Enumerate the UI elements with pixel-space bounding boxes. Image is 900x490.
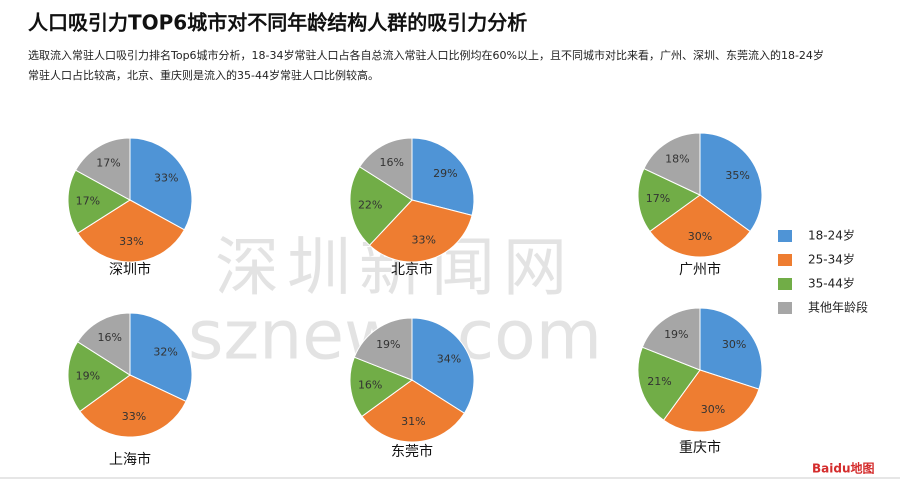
- pie-slice: [67, 341, 131, 413]
- slice-label: 21%: [647, 375, 671, 388]
- pie-slice: [649, 194, 751, 258]
- slice-label: 33%: [119, 235, 143, 248]
- pie-slice: [129, 312, 193, 403]
- slice-label: 16%: [379, 156, 403, 169]
- slice-label: 33%: [122, 410, 146, 423]
- pie-slice: [641, 307, 701, 371]
- legend-label: 35-44岁: [808, 276, 855, 291]
- pie-title: 上海市: [109, 451, 151, 468]
- legend-label: 其他年龄段: [808, 300, 868, 315]
- slice-label: 17%: [646, 192, 670, 205]
- slice-label: 22%: [358, 198, 382, 211]
- slice-label: 33%: [154, 172, 178, 185]
- slice-label: 30%: [701, 403, 725, 416]
- description-line: 选取流入常驻人口吸引力排名Top6城市分析，18-34岁常驻人口占各自总流入常驻…: [28, 48, 824, 62]
- pie-slice: [79, 374, 187, 438]
- pie-title: 深圳市: [109, 261, 151, 278]
- pie-slice: [76, 199, 186, 263]
- slice-label: 16%: [358, 378, 382, 391]
- slice-label: 19%: [376, 338, 400, 351]
- pie-slice: [411, 137, 475, 217]
- slice-label: 29%: [433, 167, 457, 180]
- legend-swatch: [778, 230, 792, 242]
- slice-label: 33%: [412, 233, 436, 246]
- legend-label: 18-24岁: [808, 228, 855, 243]
- pie-title: 东莞市: [391, 443, 433, 460]
- description-line: 常驻人口占比较高，北京、重庆则是流入的35-44岁常驻人口比例较高。: [28, 68, 379, 82]
- pie-slice: [699, 307, 763, 390]
- pie-slice: [637, 346, 701, 421]
- slice-label: 19%: [664, 328, 688, 341]
- pie-slice: [76, 312, 131, 376]
- pie-slice: [353, 317, 413, 381]
- pie-title: 广州市: [679, 261, 721, 278]
- logo: Baidu地图: [812, 461, 875, 476]
- pie-title: 北京市: [391, 261, 433, 278]
- slide-title: 人口吸引力TOP6城市对不同年龄结构人群的吸引力分析: [28, 11, 527, 35]
- slice-label: 34%: [437, 353, 461, 366]
- slice-label: 17%: [76, 194, 100, 207]
- pie-slice: [699, 132, 763, 233]
- pie-slice: [129, 137, 193, 231]
- pie-slice: [637, 167, 701, 233]
- pie-slice: [368, 199, 473, 263]
- slice-label: 18%: [665, 152, 689, 165]
- legend-label: 25-34岁: [808, 252, 855, 267]
- legend-swatch: [778, 278, 792, 290]
- slice-label: 19%: [76, 369, 100, 382]
- pie-slice: [643, 132, 701, 196]
- pie-slice: [67, 169, 131, 234]
- pie-slice: [662, 369, 760, 433]
- pie-slice: [358, 137, 413, 201]
- slice-label: 30%: [722, 338, 746, 351]
- slice-label: 32%: [153, 345, 177, 358]
- slice-label: 30%: [688, 230, 712, 243]
- pie-slice: [74, 137, 131, 201]
- slice-label: 31%: [401, 415, 425, 428]
- pie-slice: [349, 356, 414, 418]
- slice-label: 16%: [97, 331, 121, 344]
- pie-title: 重庆市: [679, 439, 721, 456]
- slice-label: 17%: [96, 157, 120, 170]
- pie-slice: [361, 379, 466, 443]
- slice-label: 35%: [725, 169, 749, 182]
- legend-swatch: [778, 254, 792, 266]
- pie-slice: [349, 166, 413, 246]
- legend-swatch: [778, 302, 792, 314]
